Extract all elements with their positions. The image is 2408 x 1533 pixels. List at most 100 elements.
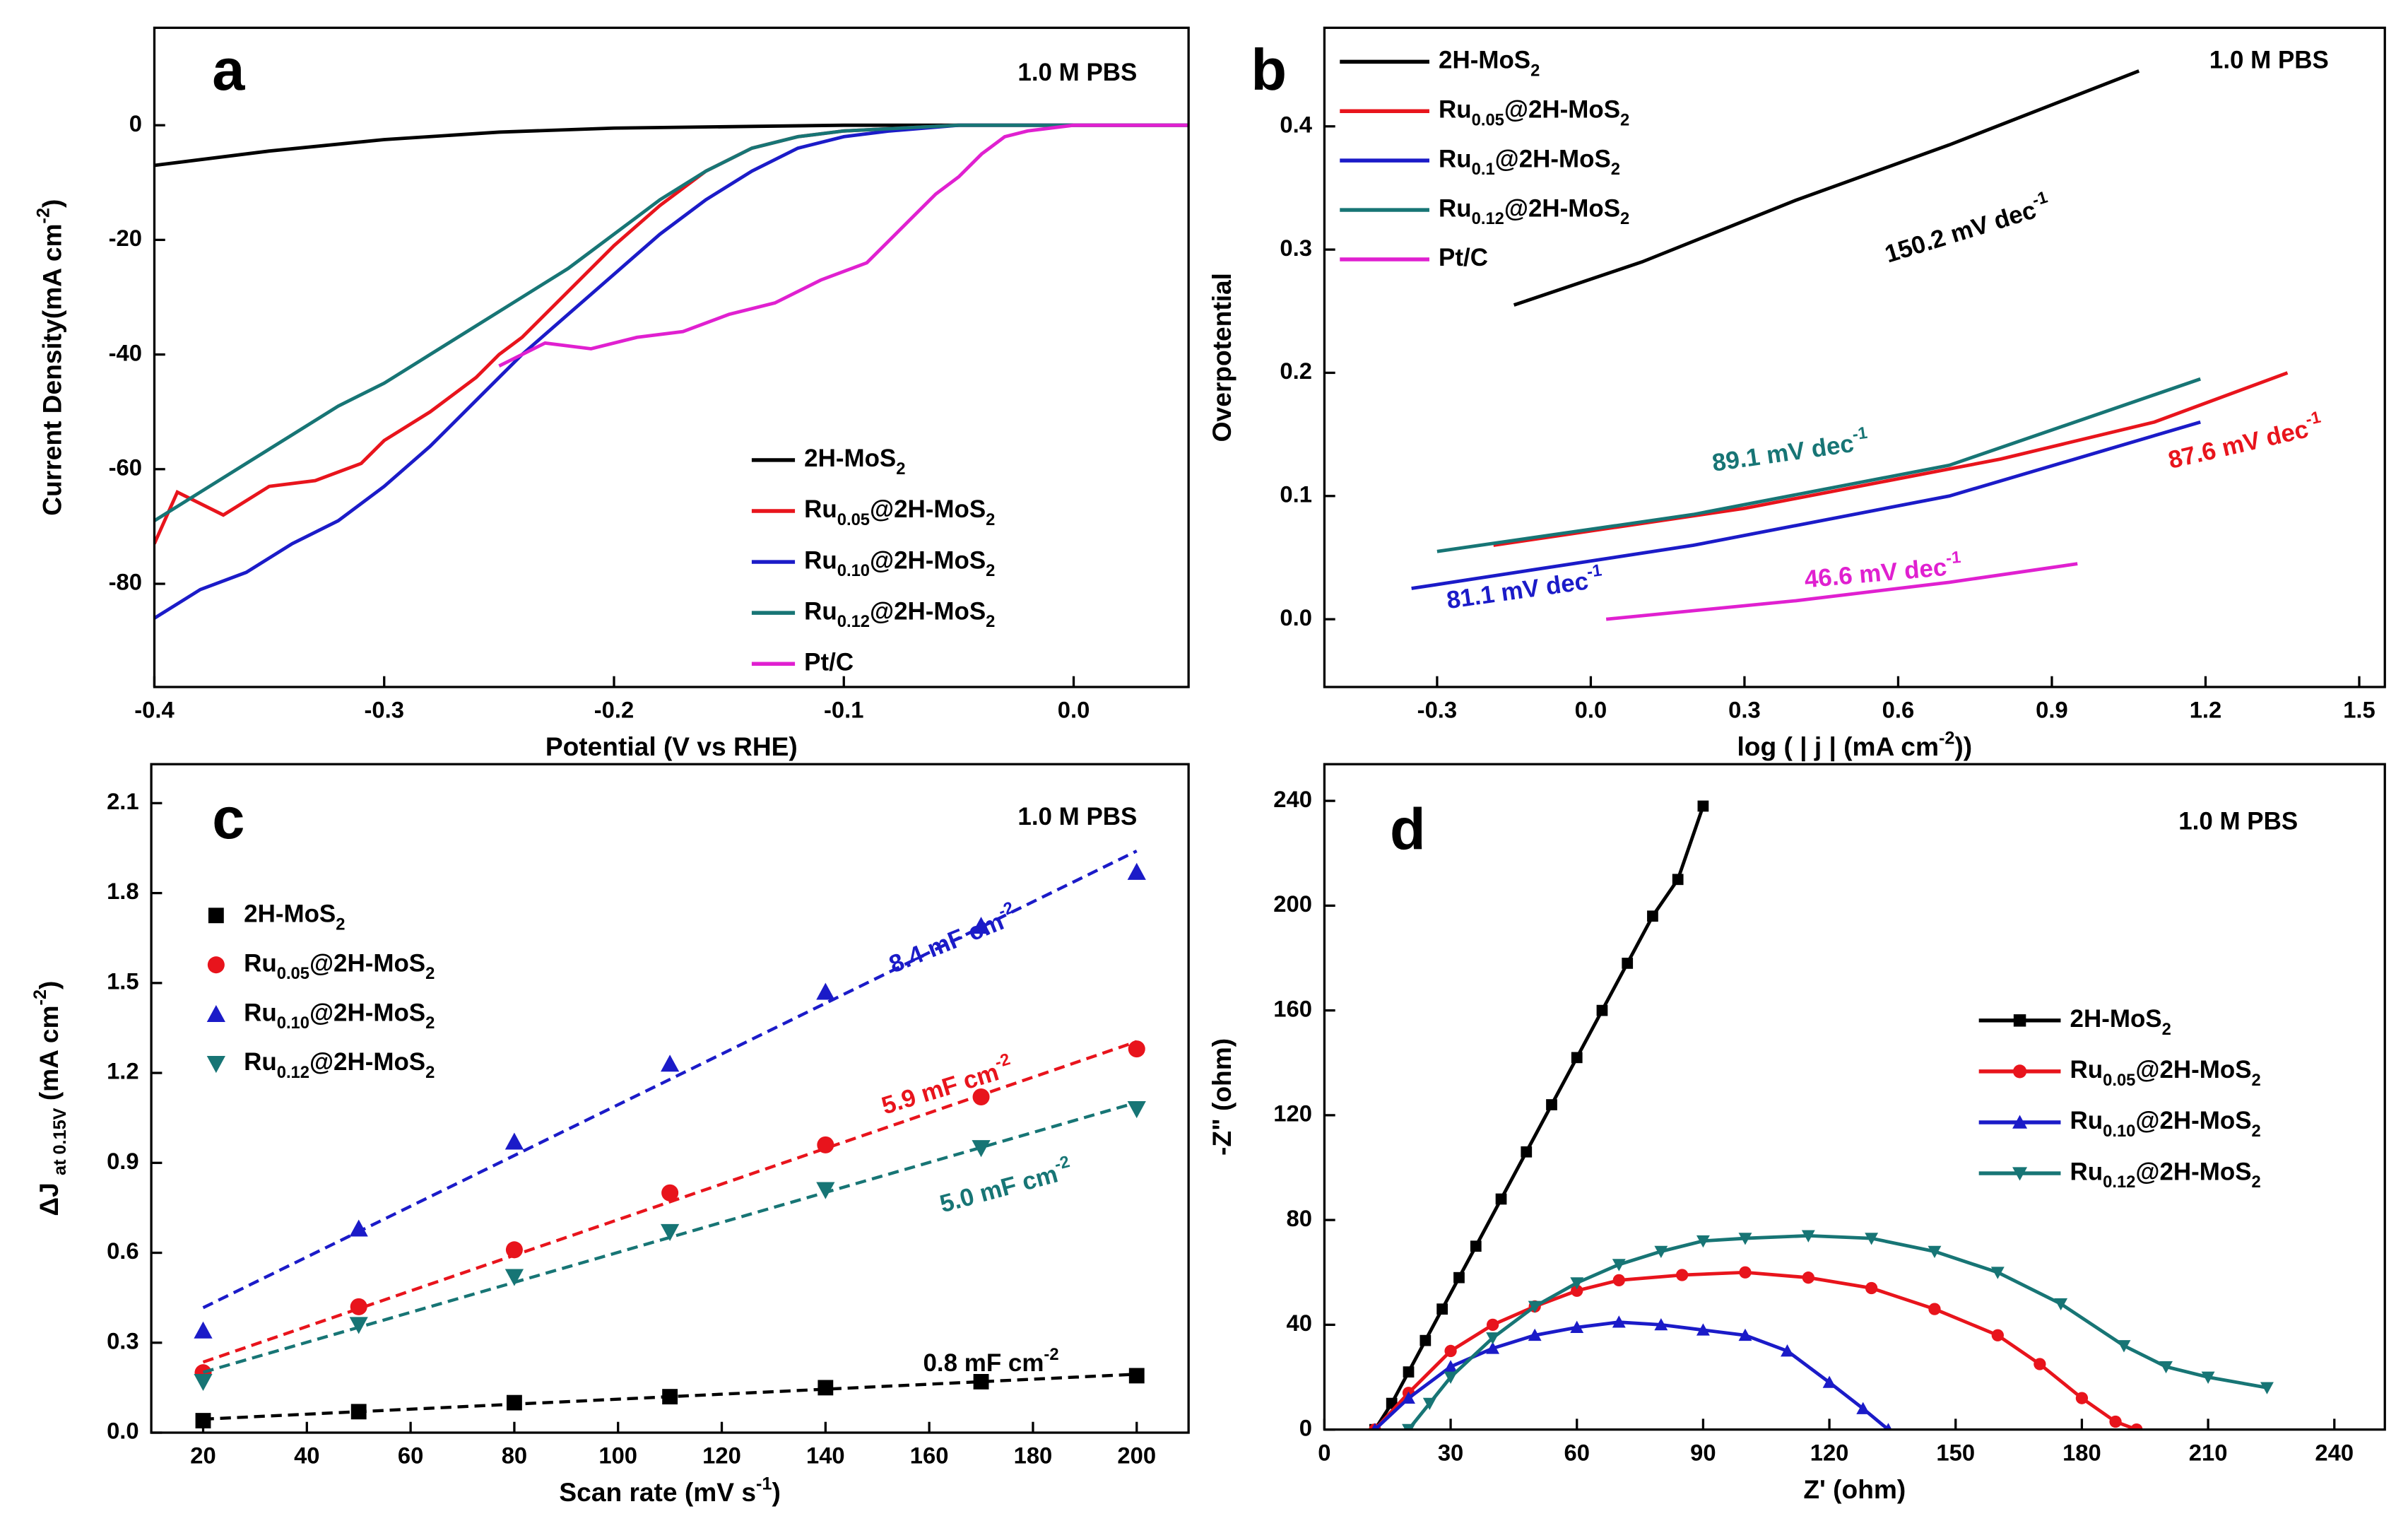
- marker: [1486, 1341, 1500, 1354]
- x-tick-label: 80: [502, 1443, 527, 1469]
- marker: [1521, 1146, 1533, 1158]
- marker: [1738, 1328, 1752, 1341]
- legend-label: Ru0.12@2H-MoS2: [1439, 194, 1629, 228]
- x-axis-label: Potential (V vs RHE): [545, 732, 798, 761]
- series-line: [1374, 1320, 1889, 1430]
- y-axis-label: ΔJ at 0.15V (mA cm-2): [30, 981, 70, 1216]
- marker: [2260, 1382, 2274, 1394]
- annotation: 81.1 mV dec-1: [1444, 560, 1605, 614]
- x-tick-label: 30: [1438, 1439, 1463, 1465]
- y-tick-label: 120: [1273, 1100, 1312, 1127]
- x-tick-label: 150: [1936, 1439, 1975, 1465]
- marker: [1739, 1266, 1752, 1279]
- x-axis-label: Scan rate (mV s-1): [559, 1474, 780, 1507]
- annotation: 1.0 M PBS: [2209, 47, 2329, 74]
- legend-label: 2H-MoS2: [244, 900, 345, 934]
- legend-marker: [2012, 1064, 2027, 1079]
- annotation: 0.8 mF cm-2: [923, 1345, 1059, 1377]
- marker: [350, 1298, 367, 1315]
- marker: [1884, 1423, 1892, 1430]
- x-tick-label: 20: [190, 1443, 216, 1469]
- x-tick-label: 0.0: [1575, 697, 1607, 723]
- panel-label: d: [1390, 796, 1426, 862]
- marker: [817, 1136, 834, 1153]
- x-tick-label: -0.3: [365, 697, 404, 723]
- y-tick-label: 0.0: [107, 1418, 139, 1444]
- marker: [1612, 1274, 1625, 1287]
- marker: [1801, 1230, 1815, 1243]
- annotation: 87.6 mV dec-1: [2165, 407, 2326, 474]
- marker: [972, 917, 991, 934]
- marker: [504, 1132, 524, 1150]
- legend-marker: [2012, 1115, 2028, 1129]
- y-tick-label: 200: [1273, 891, 1312, 917]
- marker: [1420, 1334, 1432, 1346]
- annotation: 1.0 M PBS: [2178, 807, 2298, 835]
- y-tick-label: 0.2: [1280, 358, 1312, 384]
- marker: [1403, 1366, 1415, 1378]
- marker: [1612, 1315, 1626, 1328]
- legend-label: 2H-MoS2: [1439, 47, 1540, 81]
- annotation: 150.2 mV dec-1: [1880, 187, 2053, 268]
- marker: [2201, 1371, 2215, 1384]
- marker: [1444, 1344, 1457, 1358]
- annotation: 46.6 mV dec-1: [1803, 548, 1963, 594]
- x-tick-label: 1.5: [2343, 697, 2375, 723]
- panel: 0 30 60 90 120 150 180 210 240 0 40 80 120 160 200 240 Z…: [1207, 763, 2386, 1504]
- legend-label: Ru0.05@2H-MoS2: [2070, 1056, 2261, 1090]
- marker: [2054, 1298, 2068, 1311]
- y-tick-label: -20: [109, 225, 142, 251]
- marker: [1990, 1267, 2005, 1279]
- legend-marker: [207, 956, 225, 974]
- marker: [1697, 800, 1709, 812]
- marker: [506, 1394, 522, 1411]
- marker: [2117, 1340, 2131, 1353]
- legend-label: Ru0.10@2H-MoS2: [804, 546, 995, 580]
- marker: [1470, 1240, 1482, 1252]
- y-tick-label: 0.6: [107, 1238, 139, 1264]
- marker: [194, 1373, 213, 1392]
- marker: [194, 1321, 213, 1339]
- y-tick-label: -40: [109, 339, 142, 365]
- marker: [662, 1389, 678, 1405]
- marker: [661, 1184, 679, 1202]
- legend-label: Ru0.05@2H-MoS2: [804, 495, 995, 529]
- x-tick-label: 1.2: [2190, 697, 2222, 723]
- marker: [1781, 1344, 1794, 1357]
- legend-label: Ru0.12@2H-MoS2: [2070, 1158, 2261, 1192]
- series-line: [1513, 69, 2140, 307]
- marker: [349, 1219, 368, 1237]
- marker: [2130, 1423, 2143, 1430]
- legend-label: Pt/C: [1439, 244, 1488, 271]
- marker: [504, 1269, 524, 1286]
- legend-label: Ru0.10@2H-MoS2: [2070, 1107, 2261, 1141]
- x-tick-label: 0.6: [1882, 697, 1915, 723]
- series-line: [1411, 420, 2201, 590]
- marker: [1528, 1300, 1542, 1313]
- plot-area: [1369, 800, 2274, 1430]
- series-line: [1373, 805, 1705, 1430]
- plot-area: [1411, 69, 2289, 621]
- marker: [1571, 1284, 1583, 1297]
- legend-label: Ru0.05@2H-MoS2: [244, 949, 435, 983]
- marker: [1675, 1269, 1689, 1281]
- panel: 20 40 60 80 100 120 140 160 180 200 0.0 0.3 0.6 0.9 1.…: [30, 763, 1190, 1507]
- marker: [2109, 1415, 2122, 1428]
- series-line: [1407, 1233, 2267, 1430]
- marker: [1127, 862, 1146, 880]
- legend-label: 2H-MoS2: [804, 445, 905, 478]
- x-tick-label: -0.3: [1417, 697, 1457, 723]
- frame: [1323, 26, 2386, 688]
- legend-marker: [206, 1004, 225, 1022]
- legend-label: Pt/C: [804, 648, 854, 676]
- legend-label: Ru0.1@2H-MoS2: [1439, 145, 1620, 179]
- legend-marker: [2012, 1167, 2028, 1181]
- annotation: 89.1 mV dec-1: [1710, 423, 1870, 477]
- panel: -0.4 -0.3 -0.2 -0.1 0.0 0 -20 -40 -60 -80 Potentia…: [33, 26, 1190, 761]
- marker: [1802, 1271, 1814, 1284]
- marker: [1444, 1371, 1458, 1384]
- marker: [1696, 1323, 1710, 1336]
- x-axis-label: log ( | j | (mA cm-2)): [1737, 728, 1972, 762]
- y-tick-label: 0.0: [1280, 604, 1312, 630]
- y-tick-label: 0: [1299, 1414, 1312, 1440]
